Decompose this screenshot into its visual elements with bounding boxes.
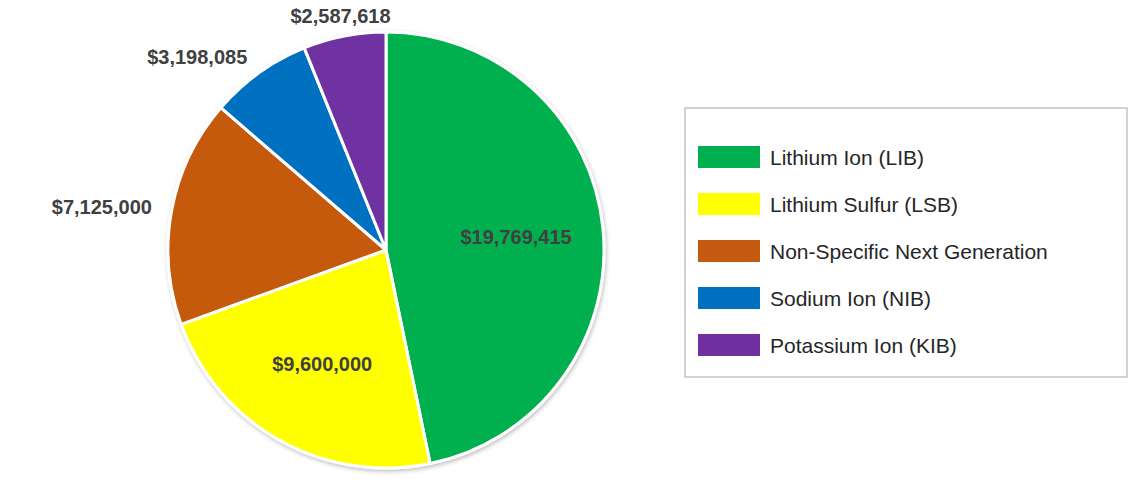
legend-swatch bbox=[698, 287, 760, 309]
slice bbox=[304, 32, 386, 250]
slice bbox=[386, 32, 604, 463]
legend-label: Sodium Ion (NIB) bbox=[770, 287, 931, 310]
data-label: $2,587,618 bbox=[290, 5, 390, 27]
legend-label: Lithium Ion (LIB) bbox=[770, 146, 924, 169]
legend-swatch bbox=[698, 193, 760, 215]
slices bbox=[168, 32, 604, 468]
data-label: $3,198,085 bbox=[147, 46, 247, 68]
legend-label: Non-Specific Next Generation bbox=[770, 240, 1048, 263]
data-label: $9,600,000 bbox=[272, 353, 372, 375]
legend-label: Potassium Ion (KIB) bbox=[770, 334, 957, 357]
chart: $19,769,415 $9,600,000 $7,125,000 $3,198,08… bbox=[0, 0, 1140, 500]
data-label: $19,769,415 bbox=[461, 226, 572, 248]
legend: Lithium Ion (LIB) Lithium Sulfur (LSB) Non… bbox=[685, 108, 1127, 377]
legend-swatch bbox=[698, 240, 760, 262]
legend-label: Lithium Sulfur (LSB) bbox=[770, 193, 958, 216]
pie: $19,769,415 $9,600,000 $7,125,000 $3,198,08… bbox=[52, 5, 604, 468]
legend-swatch bbox=[698, 334, 760, 356]
legend-frame bbox=[685, 108, 1127, 377]
legend-swatch bbox=[698, 146, 760, 168]
data-label: $7,125,000 bbox=[52, 196, 152, 218]
data-labels: $19,769,415 $9,600,000 $7,125,000 $3,198,08… bbox=[52, 5, 572, 375]
